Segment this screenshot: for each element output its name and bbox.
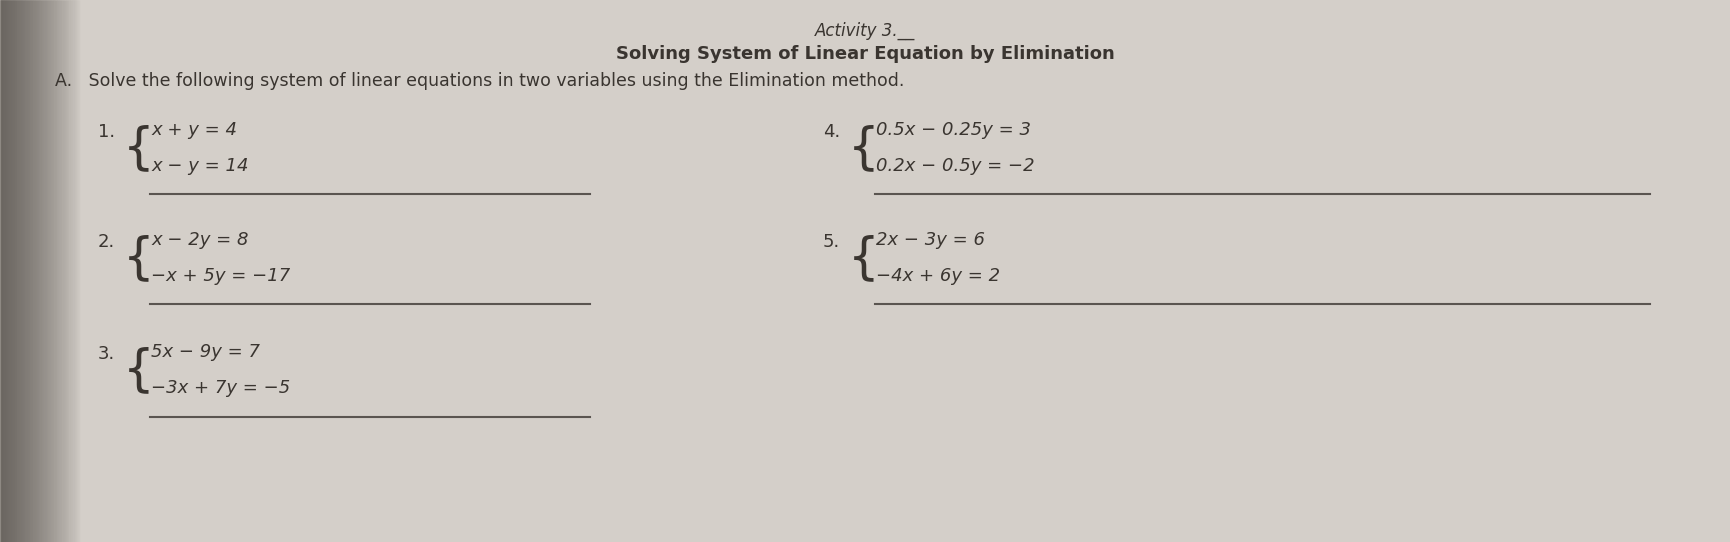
Text: 4.: 4. <box>822 123 839 141</box>
Text: 2x − 3y = 6: 2x − 3y = 6 <box>875 231 984 249</box>
Text: x − 2y = 8: x − 2y = 8 <box>151 231 249 249</box>
Text: Solving System of Linear Equation by Elimination: Solving System of Linear Equation by Eli… <box>616 45 1114 63</box>
Text: 1.: 1. <box>99 123 114 141</box>
Text: 0.5x − 0.25y = 3: 0.5x − 0.25y = 3 <box>875 121 1031 139</box>
Text: {: { <box>123 124 154 172</box>
Text: {: { <box>123 346 154 394</box>
Text: {: { <box>848 234 879 282</box>
Text: A.   Solve the following system of linear equations in two variables using the E: A. Solve the following system of linear … <box>55 72 903 90</box>
Text: {: { <box>848 124 879 172</box>
Text: 5x − 9y = 7: 5x − 9y = 7 <box>151 343 260 361</box>
Text: 2.: 2. <box>97 233 114 251</box>
Text: −3x + 7y = −5: −3x + 7y = −5 <box>151 379 291 397</box>
Text: 0.2x − 0.5y = −2: 0.2x − 0.5y = −2 <box>875 157 1035 175</box>
Text: 3.: 3. <box>97 345 114 363</box>
Text: {: { <box>123 234 154 282</box>
Text: Activity 3.__: Activity 3.__ <box>815 22 915 40</box>
Text: 5.: 5. <box>822 233 839 251</box>
Text: x − y = 14: x − y = 14 <box>151 157 249 175</box>
Text: x + y = 4: x + y = 4 <box>151 121 237 139</box>
Text: −4x + 6y = 2: −4x + 6y = 2 <box>875 267 1000 285</box>
Text: −x + 5y = −17: −x + 5y = −17 <box>151 267 291 285</box>
